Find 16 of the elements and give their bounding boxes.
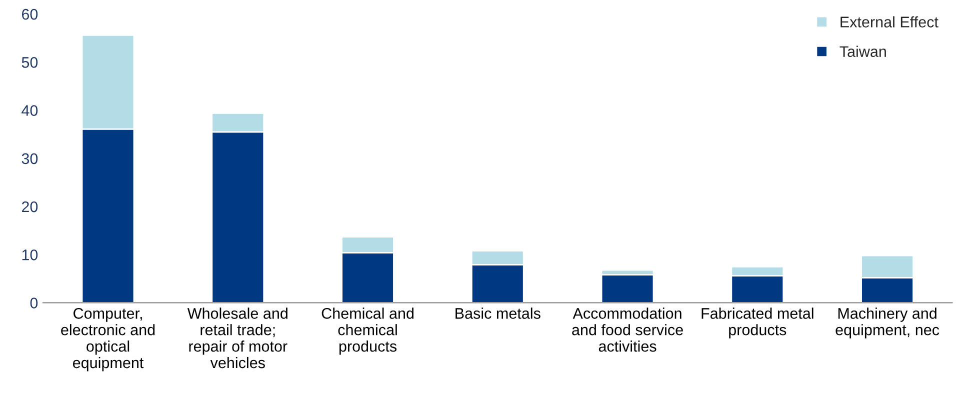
x-tick-label: Chemical and chemical products	[322, 308, 414, 355]
y-tick-label: 0	[30, 298, 38, 308]
x-tick-label: Machinery and equipment, nec	[836, 308, 940, 338]
y-tick-label: 10	[22, 250, 38, 260]
y-tick-label: 30	[22, 153, 38, 164]
y-tick-label: 40	[22, 105, 38, 116]
y-tick-label: 60	[22, 8, 38, 20]
y-tick-label: 50	[22, 57, 38, 68]
legend-label: Taiwan	[840, 46, 886, 57]
x-tick-label: Fabricated metal products	[702, 308, 814, 338]
y-tick-label: 20	[22, 201, 38, 212]
x-tick-label: Wholesale and retail trade; repair of motor vehicles	[187, 308, 288, 368]
x-tick-label: Basic metals	[456, 308, 540, 319]
legend-label: External Effect	[840, 16, 938, 28]
x-tick-label: Accommodation and food service activities	[572, 308, 683, 352]
x-tick-label: Computer, electronic and optical equipment	[61, 308, 155, 372]
